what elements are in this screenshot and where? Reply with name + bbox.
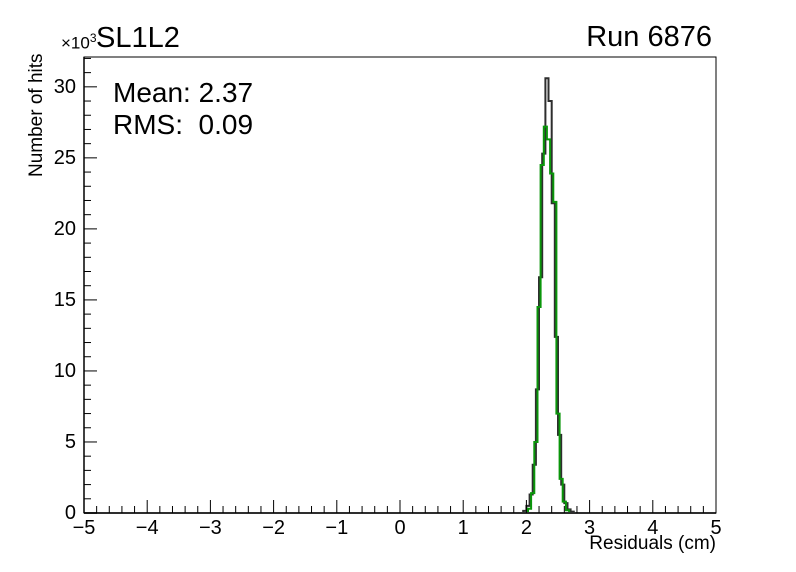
y-tick-label: 25 (53, 146, 76, 169)
x-tick-label: −2 (262, 517, 285, 539)
x-tick-label: 5 (710, 517, 722, 539)
residuals-histogram-black (522, 77, 575, 513)
y-tick-label: 20 (53, 217, 76, 240)
x-tick-label: 0 (394, 517, 406, 539)
x-tick-label: 2 (520, 517, 532, 539)
x-tick-label: −4 (135, 517, 159, 539)
y-tick-label: 10 (53, 359, 76, 382)
y-tick-label: 30 (53, 75, 76, 98)
x-tick-label: −5 (72, 517, 96, 539)
x-tick-label: −1 (325, 517, 349, 539)
x-axis-title: Residuals (cm) (589, 533, 716, 554)
y-tick-label: 5 (64, 430, 76, 453)
scale-prefix: ×10 (61, 33, 90, 53)
x-tick-label: 4 (647, 517, 659, 539)
mean-value: Mean: 2.37 (113, 77, 254, 108)
plot-title: SL1L2 (96, 22, 180, 54)
y-axis-scale-exponent: ×103 (61, 31, 97, 54)
run-number-label: Run 6876 (586, 21, 712, 53)
y-tick-label: 0 (64, 502, 76, 524)
x-tick-label: 1 (457, 517, 469, 539)
y-tick-label: 15 (53, 288, 76, 311)
rms-value: RMS: 0.09 (113, 109, 254, 140)
residuals-histogram-green (527, 125, 571, 513)
stats-box: Mean: 2.37 RMS: 0.09 (113, 77, 253, 141)
x-tick-label: −3 (198, 517, 222, 539)
scale-exponent: 3 (89, 31, 97, 45)
x-tick-label: 3 (584, 517, 596, 539)
